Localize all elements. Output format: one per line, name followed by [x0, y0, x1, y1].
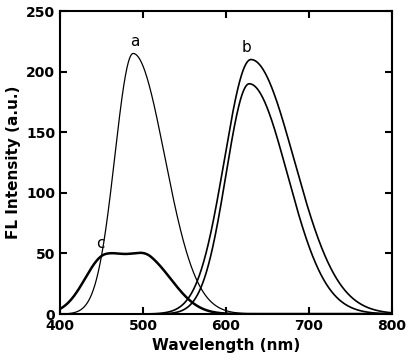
- Text: b: b: [242, 40, 252, 55]
- Text: a: a: [130, 34, 139, 48]
- Y-axis label: FL Intensity (a.u.): FL Intensity (a.u.): [5, 86, 21, 239]
- Text: c: c: [96, 236, 104, 251]
- X-axis label: Wavelength (nm): Wavelength (nm): [152, 339, 300, 354]
